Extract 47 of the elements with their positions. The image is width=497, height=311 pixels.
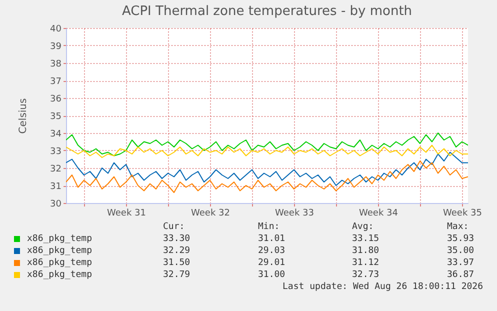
text: Min: <box>258 222 280 232</box>
legend-label: x86_pkg_temp <box>27 246 92 256</box>
text: 33.30 <box>163 234 190 244</box>
text: 31.50 <box>163 258 190 268</box>
text: 36.87 <box>447 270 474 280</box>
y-tick-label: 30 <box>50 200 62 210</box>
text: 31.00 <box>258 270 286 280</box>
text: 29.03 <box>258 246 286 256</box>
text: Cur: <box>163 222 185 232</box>
legend-label: x86_pkg_temp <box>27 270 92 280</box>
y-axis-title: Celsius <box>18 98 30 134</box>
text: 32.73 <box>352 270 380 280</box>
y-tick-label: 34 <box>50 130 62 140</box>
text: 32.79 <box>163 270 190 280</box>
legend-label: x86_pkg_temp <box>27 234 92 244</box>
text: 35.93 <box>447 234 474 244</box>
x-tick-label: Week 34 <box>359 208 398 218</box>
y-tick-label: 32 <box>50 164 62 174</box>
text: 31.01 <box>258 234 286 244</box>
y-tick-label: 37 <box>50 77 62 87</box>
text: 32.29 <box>163 246 190 256</box>
x-tick-label: Week 31 <box>107 208 146 218</box>
text: 29.01 <box>258 258 286 268</box>
text: Avg: <box>352 222 374 232</box>
text: Max: <box>447 222 469 232</box>
chart-title: ACPI Thermal zone temperatures - by month <box>122 4 412 19</box>
y-tick-label: 40 <box>50 24 62 34</box>
line-series <box>66 144 468 158</box>
line-series <box>66 132 468 156</box>
text: 33.97 <box>447 258 474 268</box>
x-tick-label: Week 33 <box>275 208 314 218</box>
y-tick-label: 39 <box>50 42 62 52</box>
line-series <box>66 160 468 193</box>
y-tick-label: 31 <box>50 182 62 192</box>
text: Last update: Wed Aug 26 18:00:11 2026 <box>282 282 483 292</box>
x-tick-label: Week 32 <box>191 208 230 218</box>
line-series <box>66 152 468 186</box>
y-tick-label: 33 <box>50 147 62 157</box>
legend-label: x86_pkg_temp <box>27 258 92 268</box>
text: 35.00 <box>447 246 474 256</box>
y-tick-label: 38 <box>50 60 62 70</box>
text: 33.15 <box>352 234 380 244</box>
y-tick-label: 36 <box>50 94 62 104</box>
text: 31.80 <box>352 246 380 256</box>
text: 31.12 <box>352 258 380 268</box>
x-tick-label: Week 35 <box>443 208 482 218</box>
y-tick-label: 35 <box>50 112 62 122</box>
